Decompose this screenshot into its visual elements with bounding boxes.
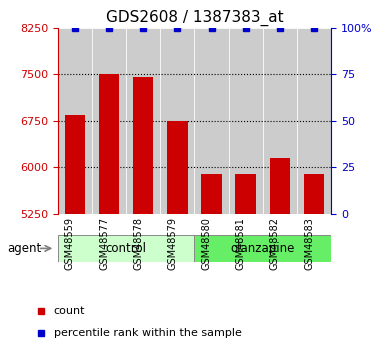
Text: GSM48579: GSM48579: [167, 217, 177, 270]
Text: GSM48577: GSM48577: [99, 217, 109, 270]
Bar: [92, 28, 126, 214]
Text: GSM48581: GSM48581: [236, 217, 246, 270]
Text: GSM48580: GSM48580: [201, 217, 211, 270]
Text: GSM48583: GSM48583: [304, 217, 314, 270]
Bar: [270, 158, 290, 214]
Text: control: control: [105, 242, 147, 255]
Bar: [133, 77, 153, 214]
Bar: [58, 235, 194, 262]
Bar: [201, 174, 222, 214]
Bar: [297, 28, 331, 214]
Bar: [99, 74, 119, 214]
Bar: [304, 174, 324, 214]
Bar: [65, 115, 85, 214]
Bar: [236, 174, 256, 214]
Title: GDS2608 / 1387383_at: GDS2608 / 1387383_at: [105, 10, 283, 26]
Bar: [229, 28, 263, 214]
Text: GSM48578: GSM48578: [133, 217, 143, 270]
Bar: [58, 28, 92, 214]
Text: GSM48582: GSM48582: [270, 217, 280, 270]
Bar: [263, 28, 297, 214]
Text: olanzapine: olanzapine: [231, 242, 295, 255]
Bar: [194, 235, 331, 262]
Text: GSM48559: GSM48559: [65, 217, 75, 270]
Text: agent: agent: [8, 242, 42, 255]
Bar: [126, 28, 160, 214]
Bar: [160, 28, 194, 214]
Text: percentile rank within the sample: percentile rank within the sample: [54, 328, 241, 338]
Text: count: count: [54, 306, 85, 316]
Bar: [194, 28, 229, 214]
Bar: [167, 121, 187, 214]
